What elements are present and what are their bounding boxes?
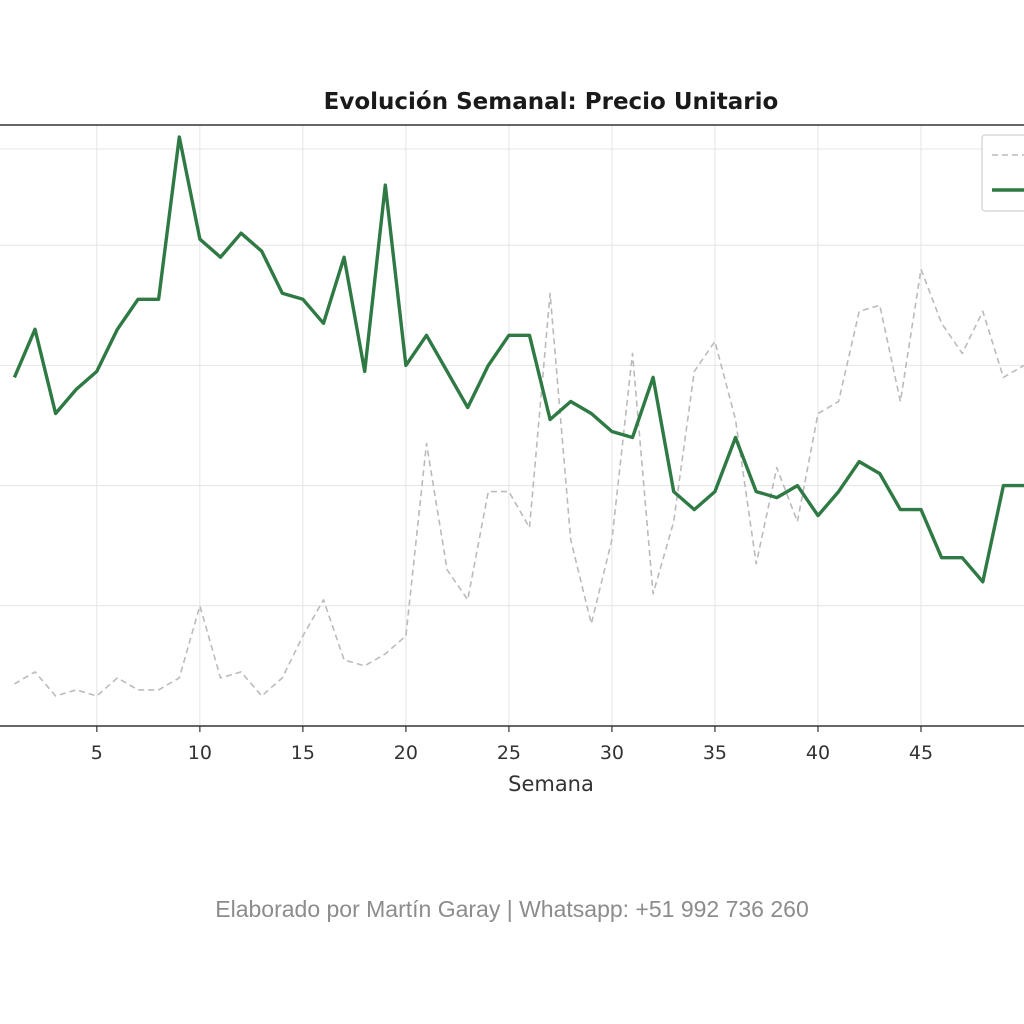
x-tick-label: 25 [497,742,521,764]
x-tick-label: 35 [703,742,727,764]
line-chart: Evolución Semanal: Precio Unitario 5 10 15… [0,89,1024,796]
grid [0,125,1024,726]
x-tick-label: 10 [188,742,212,764]
legend [981,134,1024,212]
dashed-series-line [13,268,1024,697]
x-tick-label: 45 [909,742,933,764]
footer-credit: Elaborado por Martín Garay | Whatsapp: +… [215,896,809,922]
chart-title: Evolución Semanal: Precio Unitario [324,89,779,115]
series-layer [12,135,1024,697]
legend-box [981,134,1024,212]
x-axis-label: Semana [508,772,594,796]
x-tick-label: 20 [394,742,418,764]
solid-series-line [12,135,1024,584]
x-tick-label: 40 [806,742,830,764]
x-tick-label: 15 [291,742,315,764]
x-tick-label: 30 [600,742,624,764]
x-tick-label: 5 [91,742,103,764]
x-axis-ticks: 5 10 15 20 25 30 35 40 45 [91,726,933,764]
